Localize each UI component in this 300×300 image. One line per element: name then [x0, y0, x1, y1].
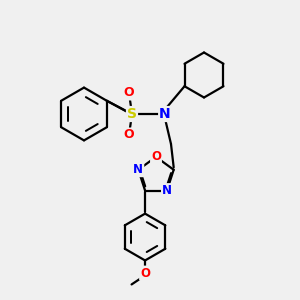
Text: N: N — [159, 107, 171, 121]
Text: O: O — [140, 266, 150, 280]
Text: S: S — [127, 107, 137, 121]
Text: O: O — [151, 150, 161, 164]
Text: O: O — [124, 128, 134, 142]
Text: N: N — [133, 163, 143, 176]
Text: N: N — [162, 184, 172, 197]
Text: O: O — [124, 86, 134, 100]
